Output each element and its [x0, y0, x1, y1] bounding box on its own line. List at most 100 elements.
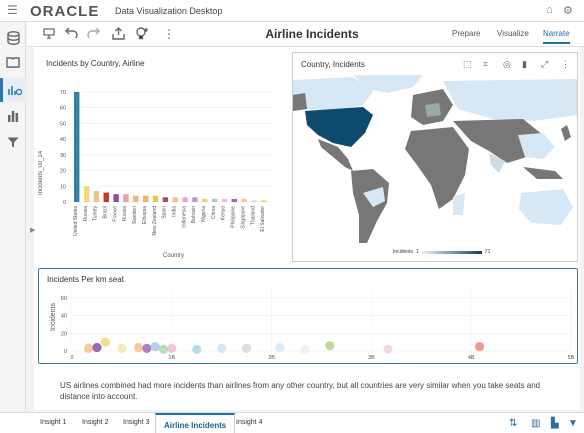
- map-card[interactable]: Country, Incidents ⬚ ⌗ ◎ ▮ ⤢ ⋮: [292, 52, 578, 262]
- bar[interactable]: [182, 197, 188, 202]
- bar[interactable]: [133, 195, 139, 202]
- bookmark-icon[interactable]: ▙: [551, 418, 559, 429]
- bar-xtick-label: Kenya: [221, 206, 227, 220]
- scatter-point[interactable]: [325, 341, 335, 351]
- bar-xtick-label: Russia: [83, 206, 89, 222]
- scatter-ytick-label: 40: [61, 314, 67, 320]
- bar[interactable]: [83, 186, 90, 202]
- scatter-point[interactable]: [100, 337, 110, 347]
- bar-ytick-label: 0: [63, 200, 66, 206]
- scatter-point[interactable]: [300, 344, 310, 354]
- bar-xtick-label: Bahrain: [191, 206, 197, 223]
- bar-ytick-label: 40: [60, 137, 66, 143]
- bar-chart-icon[interactable]: [0, 104, 26, 128]
- scatter-point[interactable]: [133, 342, 144, 353]
- bar[interactable]: [162, 197, 169, 202]
- scatter-point[interactable]: [242, 343, 252, 353]
- bar[interactable]: [93, 191, 100, 202]
- scatter-chart-card[interactable]: Incidents Per km seat 0 20 40 60 0 1B 2B 3B 4B 5…: [38, 268, 578, 364]
- scatter-chart: 0 20 40 60 0 1B 2B 3B 4B 5B Incidents: [50, 289, 575, 361]
- bar-ytick-label: 30: [60, 153, 66, 159]
- export-icon[interactable]: [112, 27, 125, 43]
- bar[interactable]: [142, 195, 149, 202]
- legend-max: 71: [484, 249, 491, 255]
- scatter-point[interactable]: [92, 342, 102, 353]
- bar-ytick-label: 10: [60, 184, 66, 190]
- undo-icon[interactable]: [65, 27, 78, 41]
- hamburger-menu-icon[interactable]: ☰: [7, 3, 18, 17]
- scatter-point[interactable]: [275, 342, 285, 353]
- gear-icon[interactable]: ⚙: [563, 5, 573, 17]
- scatter-point[interactable]: [117, 343, 127, 353]
- bar[interactable]: [103, 192, 109, 202]
- maximize-icon[interactable]: ⤢: [541, 59, 549, 69]
- scatter-ytick-label: 60: [61, 296, 67, 302]
- bar-chart: 0 10 20 30 40 50 60 70 United States Russia Turke…: [38, 90, 273, 259]
- bar-chart-card[interactable]: Incidents by Country, Airline 0 10 20 30 40 5…: [38, 50, 286, 262]
- scatter-point[interactable]: [167, 343, 177, 353]
- world-map[interactable]: [293, 75, 577, 245]
- sort-icon[interactable]: ⇅: [509, 418, 518, 429]
- bar[interactable]: [192, 197, 198, 202]
- bar[interactable]: [261, 200, 267, 202]
- tab-insight-1[interactable]: Insight 1: [40, 419, 67, 426]
- bar[interactable]: [202, 198, 208, 202]
- scatter-point[interactable]: [150, 341, 160, 352]
- scatter-point[interactable]: [474, 341, 485, 352]
- bar[interactable]: [211, 198, 218, 202]
- tab-narrate[interactable]: Narrate: [543, 29, 570, 44]
- bar[interactable]: [152, 195, 159, 202]
- bar[interactable]: [74, 92, 80, 202]
- zoom-selection-icon[interactable]: ⬚: [463, 59, 472, 69]
- analytics-icon[interactable]: [0, 78, 26, 102]
- home-icon[interactable]: ⌂: [546, 4, 553, 16]
- expand-panel-icon[interactable]: ▶: [30, 227, 36, 234]
- tab-visualize[interactable]: Visualize: [497, 29, 529, 38]
- scatter-ylabel: Incidents: [50, 302, 57, 331]
- bar-chart-xlabel: Country: [163, 253, 184, 259]
- lasso-select-icon[interactable]: ⌗: [483, 59, 489, 69]
- bar[interactable]: [231, 198, 238, 202]
- bar[interactable]: [113, 194, 119, 202]
- database-icon[interactable]: [0, 26, 26, 50]
- analytics-icon[interactable]: ▥: [531, 418, 541, 429]
- tab-prepare[interactable]: Prepare: [452, 29, 481, 38]
- oracle-logo: ORACLE: [30, 3, 100, 20]
- bar[interactable]: [123, 194, 129, 202]
- scatter-point[interactable]: [142, 343, 152, 353]
- bar[interactable]: [241, 198, 247, 202]
- narrative-text[interactable]: US airlines combined had more incidents …: [60, 381, 541, 401]
- tab-insight-4[interactable]: Insight 4: [236, 419, 263, 426]
- bar[interactable]: [251, 200, 257, 202]
- app-title: Data Visualization Desktop: [115, 6, 223, 16]
- scatter-point[interactable]: [158, 344, 169, 354]
- bar[interactable]: [221, 198, 228, 202]
- scatter-point[interactable]: [217, 343, 227, 353]
- tab-insight-3[interactable]: Insight 3: [123, 419, 150, 426]
- filter-icon[interactable]: ▼: [568, 418, 578, 429]
- legend-label: Incidents: [393, 249, 414, 255]
- target-icon[interactable]: ◎: [503, 59, 511, 69]
- tab-insight-2[interactable]: Insight 2: [82, 419, 109, 426]
- add-insight-icon[interactable]: [135, 27, 149, 43]
- redo-icon[interactable]: [87, 27, 100, 41]
- bar-ytick-label: 60: [60, 106, 66, 112]
- more-options-icon[interactable]: ⋮: [561, 59, 570, 69]
- present-icon[interactable]: [43, 27, 55, 42]
- chart-type-icon[interactable]: ▮: [522, 59, 527, 69]
- more-options-icon[interactable]: ⋮: [163, 27, 175, 41]
- bar[interactable]: [172, 197, 178, 202]
- bar-xtick-label: New Zealand: [152, 206, 158, 236]
- bar-xtick-label: Thailand: [250, 206, 256, 225]
- scatter-ytick-label: 0: [64, 349, 67, 355]
- bar-xtick-label: United States: [73, 206, 79, 237]
- scatter-xtick-label: 0: [70, 355, 73, 361]
- story-tabs: Insight 1 Insight 2 Insight 3 Airline In…: [0, 412, 584, 433]
- filter-icon[interactable]: [0, 130, 26, 154]
- book-icon[interactable]: [0, 50, 26, 74]
- scatter-point[interactable]: [84, 343, 94, 353]
- tab-airline-incidents[interactable]: Airline Incidents: [155, 413, 236, 433]
- scatter-point[interactable]: [192, 344, 202, 354]
- bar-ytick-label: 20: [60, 169, 66, 175]
- scatter-point[interactable]: [383, 344, 393, 354]
